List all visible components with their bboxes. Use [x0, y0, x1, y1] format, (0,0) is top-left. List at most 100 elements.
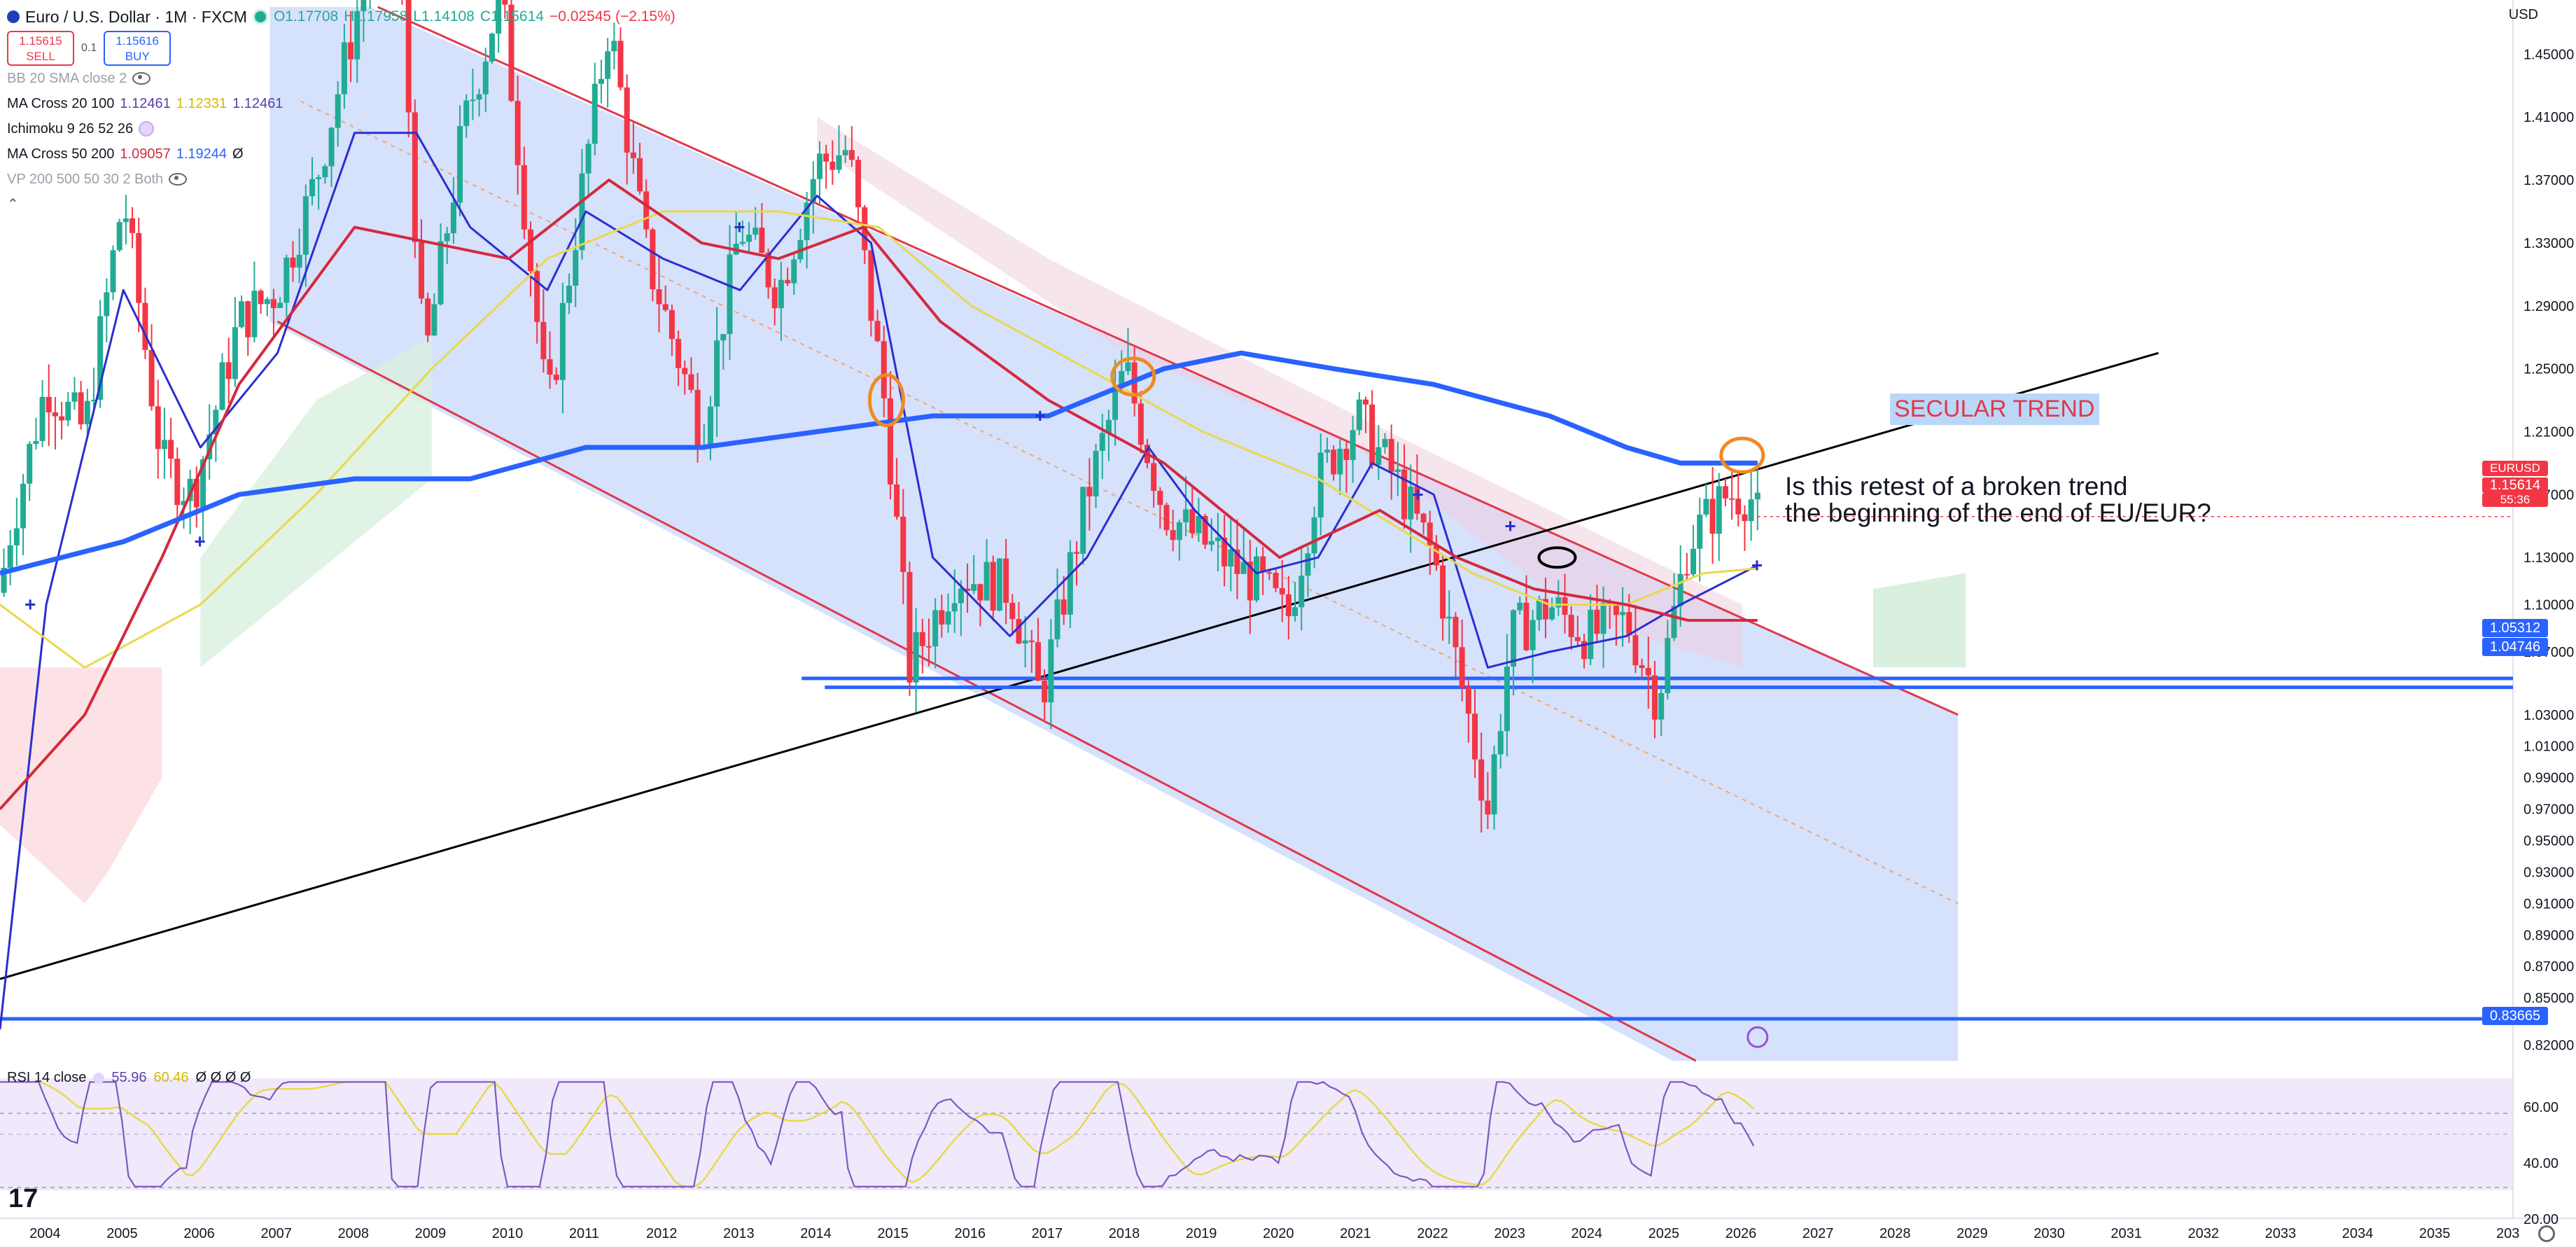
currency-label[interactable]: USD: [2508, 7, 2538, 22]
candle-body: [1112, 388, 1119, 420]
candle-body: [855, 160, 862, 208]
buy-button[interactable]: 1.15616 BUY: [104, 31, 172, 66]
market-open-icon: [252, 9, 268, 25]
time-axis-label: 2026: [1726, 1226, 1757, 1241]
indicator-bb[interactable]: BB 20 SMA close 2: [7, 66, 676, 91]
time-axis-label: 2018: [1109, 1226, 1140, 1241]
candle-body: [290, 257, 296, 268]
candle-body: [1748, 499, 1754, 522]
candle-body: [598, 78, 604, 84]
candle-body: [1665, 638, 1671, 693]
candle-body: [534, 271, 540, 322]
candle-body: [1684, 573, 1690, 576]
candle-body: [1485, 800, 1491, 815]
eye-hidden-icon[interactable]: [169, 173, 188, 186]
indicator-vp[interactable]: VP 200 500 50 30 2 Both: [7, 167, 676, 192]
price-axis-label: 0.93000: [2524, 865, 2574, 880]
candle-body: [1709, 499, 1716, 534]
tradingview-logo-icon[interactable]: 17: [8, 1184, 38, 1213]
ma-cross-marker: +: [24, 594, 36, 615]
candle-body: [1254, 556, 1259, 601]
flag-icon: [7, 11, 20, 23]
candle-body: [309, 179, 315, 197]
time-axis-label: 2023: [1494, 1226, 1525, 1241]
indicator-ma20-label: MA Cross 20 100: [7, 96, 115, 111]
candle-body: [104, 292, 110, 316]
candle-body: [887, 398, 893, 485]
candle-body: [174, 459, 181, 506]
candle-body: [1722, 486, 1728, 499]
channel-mid-line: [300, 100, 1959, 905]
candle-body: [996, 558, 1002, 611]
candle-body: [1729, 498, 1735, 500]
time-axis-label: 2012: [646, 1226, 678, 1241]
candle-body: [1, 567, 7, 593]
time-axis-label: 2017: [1032, 1226, 1063, 1241]
rsi-value: 55.96: [111, 1070, 147, 1085]
candle-body: [1003, 558, 1009, 604]
candle-body: [1536, 599, 1542, 620]
candle-body: [232, 327, 238, 379]
symbol-title[interactable]: Euro / U.S. Dollar · 1M · FXCM: [25, 8, 247, 26]
ichimoku-icon: [139, 121, 155, 137]
sell-button[interactable]: 1.15615 SELL: [7, 31, 74, 66]
candle-body: [206, 434, 213, 460]
sell-label: SELL: [26, 50, 55, 63]
indicator-ichimoku[interactable]: Ichimoku 9 26 52 26: [7, 116, 676, 141]
candle-body: [33, 440, 39, 445]
candle-body: [759, 228, 765, 253]
candle-body: [624, 87, 630, 153]
price-axis-label: 1.21000: [2524, 424, 2574, 440]
candle-body: [1285, 594, 1292, 616]
annotation-question[interactable]: Is this retest of a broken trend the beg…: [1785, 473, 2211, 527]
rsi-axis-label: 40.00: [2524, 1156, 2558, 1171]
candle-body: [1119, 370, 1125, 389]
candle-body: [521, 165, 527, 230]
price-axis-label: 0.99000: [2524, 771, 2574, 786]
time-axis-label: 2024: [1572, 1226, 1603, 1241]
candle-body: [1163, 505, 1170, 531]
candle-body: [1324, 450, 1330, 453]
indicator-ma-cross-20-100[interactable]: MA Cross 20 100 1.12461 1.12331 1.12461: [7, 91, 676, 116]
candle-body: [1651, 675, 1658, 720]
candle-body: [1202, 516, 1208, 545]
candle-body: [771, 287, 778, 309]
candle-body: [804, 202, 810, 240]
candle-body: [1568, 615, 1574, 637]
candle-body: [502, 0, 508, 5]
indicator-ma-cross-50-200[interactable]: MA Cross 50 200 1.09057 1.19244 Ø: [7, 141, 676, 167]
candle-body: [181, 501, 187, 506]
candle-body: [335, 94, 341, 128]
annotation-line-2: the beginning of the end of EU/EUR?: [1785, 499, 2211, 527]
price-axis-label: 1.25000: [2524, 362, 2574, 377]
eye-hidden-icon[interactable]: [132, 72, 151, 85]
time-axis-label: 2034: [2342, 1226, 2374, 1241]
candle-body: [1613, 604, 1619, 615]
candle-body: [59, 416, 65, 421]
price-axis-label: 0.95000: [2524, 834, 2574, 849]
rsi-legend[interactable]: RSI 14 close 55.96 60.46 Ø Ø Ø Ø: [7, 1070, 251, 1086]
candle-body: [1060, 599, 1067, 615]
candle-body: [1401, 469, 1408, 520]
candle-body: [528, 229, 534, 272]
candle-body: [1620, 612, 1626, 615]
gear-icon[interactable]: [2538, 1225, 2555, 1242]
candle-body: [110, 250, 116, 293]
rsi-line: [0, 1081, 1755, 1187]
candle-body: [1626, 612, 1632, 636]
candle-body: [585, 144, 592, 174]
time-axis-label: 2016: [955, 1226, 986, 1241]
time-axis-label: 2010: [492, 1226, 524, 1241]
candle-body: [1517, 602, 1523, 611]
candle-body: [1658, 692, 1665, 720]
collapse-legend-icon[interactable]: ⌃: [7, 197, 19, 212]
candle-body: [136, 232, 142, 303]
secular-trend-label[interactable]: SECULAR TREND: [1890, 393, 2099, 425]
candle-body: [894, 484, 900, 517]
candle-body: [470, 99, 476, 102]
candle-body: [1497, 731, 1504, 755]
sell-price: 1.15615: [19, 34, 62, 48]
time-axis-label: 2031: [2110, 1226, 2142, 1241]
